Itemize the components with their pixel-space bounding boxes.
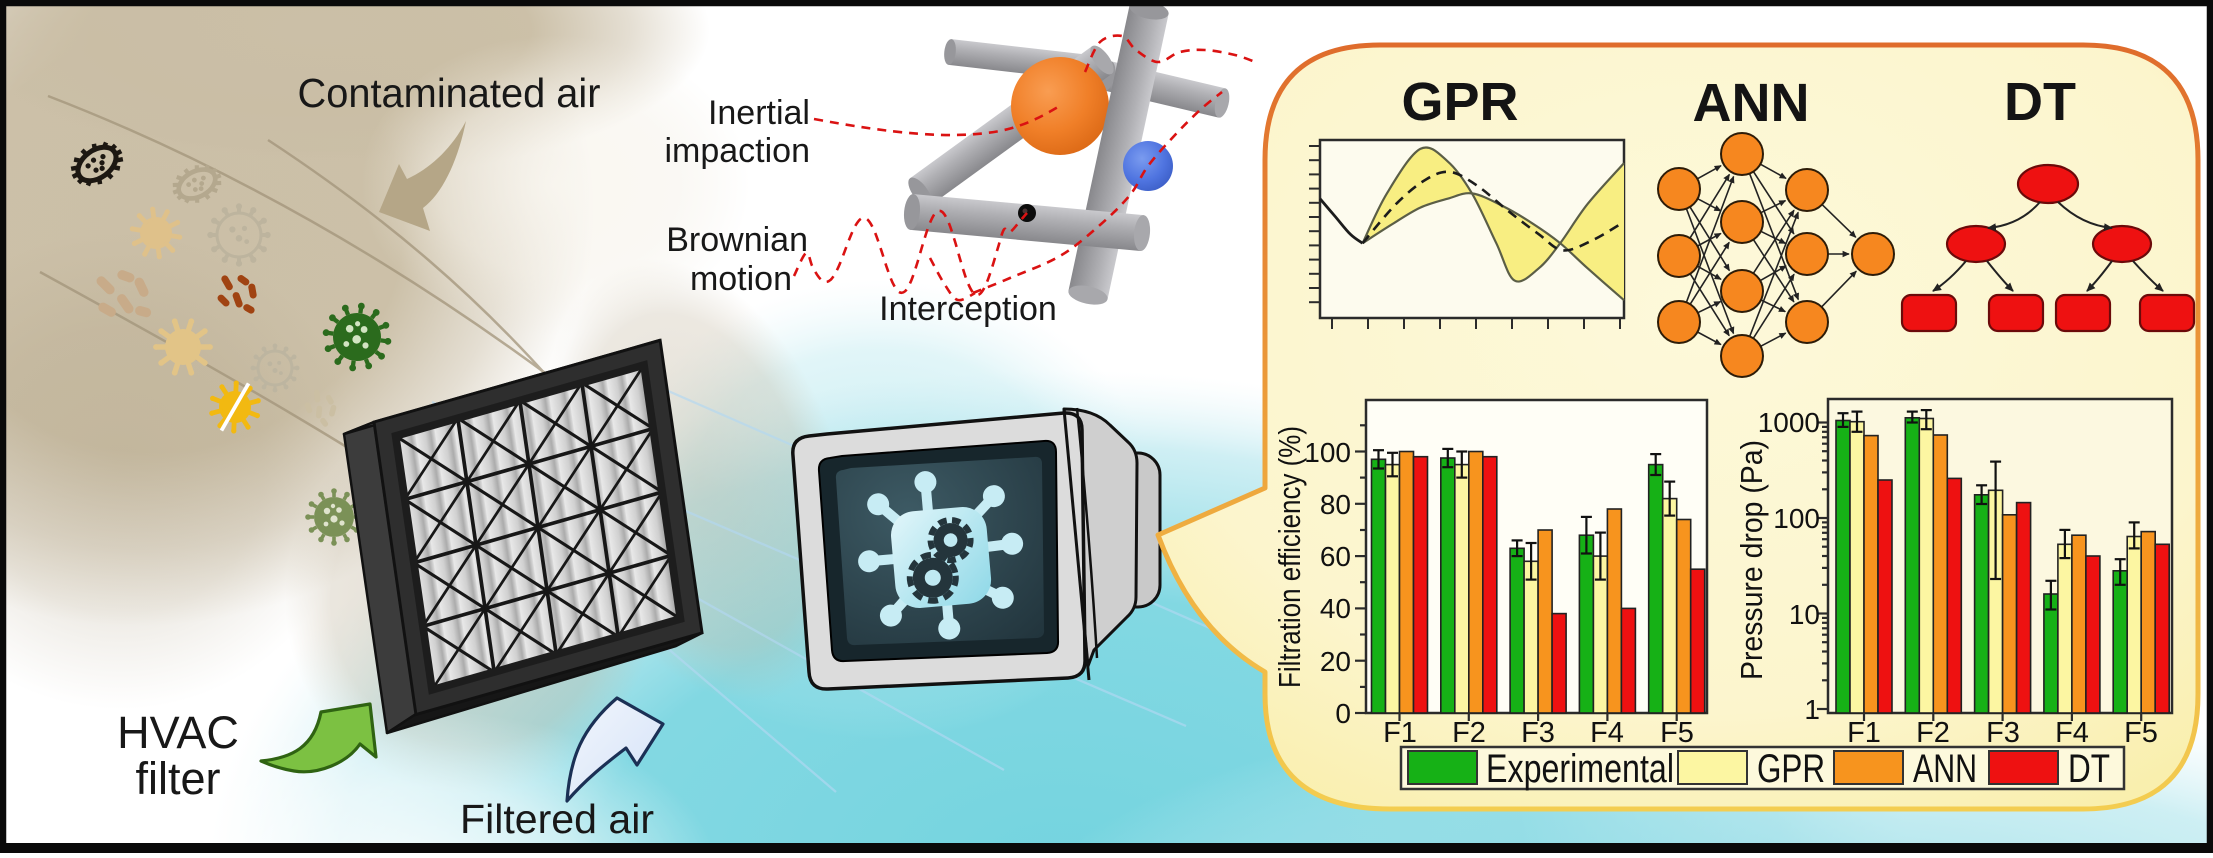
svg-text:F2: F2 xyxy=(1916,717,1950,749)
svg-text:F2: F2 xyxy=(1452,717,1486,749)
svg-text:10: 10 xyxy=(1789,599,1820,630)
svg-text:100: 100 xyxy=(1773,503,1820,534)
svg-text:ANN: ANN xyxy=(1913,747,1977,791)
svg-text:0: 0 xyxy=(1335,698,1351,729)
svg-text:F5: F5 xyxy=(2124,717,2158,749)
svg-text:ANN: ANN xyxy=(1693,73,1810,133)
svg-text:filter: filter xyxy=(135,753,220,804)
svg-text:HVAC: HVAC xyxy=(117,707,239,758)
svg-text:motion: motion xyxy=(690,260,792,298)
svg-text:100: 100 xyxy=(1304,437,1351,468)
svg-text:Interception: Interception xyxy=(879,290,1057,328)
svg-text:F1: F1 xyxy=(1383,717,1417,749)
svg-text:Inertial: Inertial xyxy=(708,94,810,132)
svg-text:1: 1 xyxy=(1804,694,1820,725)
svg-text:60: 60 xyxy=(1320,541,1351,572)
svg-text:Contaminated air: Contaminated air xyxy=(298,70,601,116)
svg-text:Filtered air: Filtered air xyxy=(460,796,654,842)
svg-text:F1: F1 xyxy=(1847,717,1881,749)
svg-text:DT: DT xyxy=(2068,747,2110,791)
svg-text:GPR: GPR xyxy=(1401,72,1518,132)
svg-text:GPR: GPR xyxy=(1757,747,1825,791)
svg-text:80: 80 xyxy=(1320,489,1351,520)
svg-text:F4: F4 xyxy=(1590,717,1624,749)
svg-text:Brownian: Brownian xyxy=(666,221,808,259)
svg-text:F3: F3 xyxy=(1986,717,2020,749)
svg-text:40: 40 xyxy=(1320,593,1351,624)
svg-text:F4: F4 xyxy=(2055,717,2089,749)
svg-text:F3: F3 xyxy=(1521,717,1555,749)
svg-text:DT: DT xyxy=(2004,72,2076,132)
svg-text:Filtration efficiency (%): Filtration efficiency (%) xyxy=(1272,426,1307,688)
svg-text:impaction: impaction xyxy=(664,132,810,170)
svg-text:F5: F5 xyxy=(1660,717,1694,749)
svg-text:1000: 1000 xyxy=(1758,407,1820,438)
svg-text:20: 20 xyxy=(1320,646,1351,677)
svg-text:Experimental: Experimental xyxy=(1486,747,1674,791)
svg-text:Pressure drop (Pa): Pressure drop (Pa) xyxy=(1734,440,1769,680)
